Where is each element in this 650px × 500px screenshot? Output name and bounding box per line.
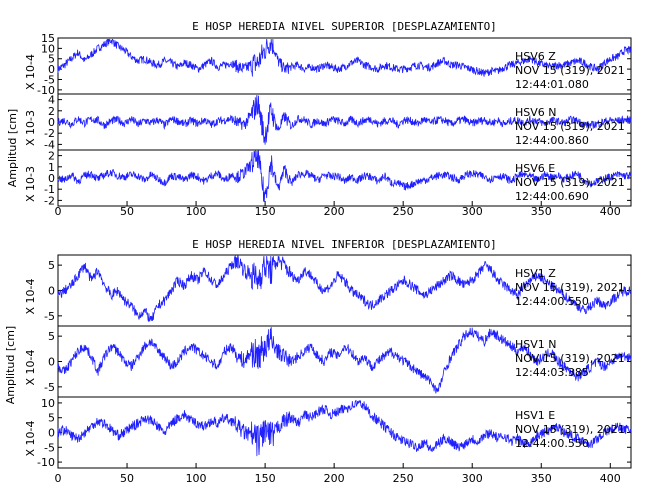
y-tick-label: -5 [44, 73, 55, 86]
x-tick-label: 100 [186, 472, 207, 485]
date-label: NOV 15 (319), 2021 [515, 64, 625, 77]
trace-line [57, 399, 632, 457]
station-label: HSV6 E [515, 162, 555, 175]
chart-nivel-superior: E HOSP HEREDIA NIVEL SUPERIOR [DESPLAZAM… [6, 20, 632, 218]
y-tick-label: -4 [44, 138, 55, 151]
y-tick-label: 5 [48, 259, 55, 272]
y-tick-label: 15 [41, 32, 55, 45]
y-axis-label: Amplitud [cm] [6, 109, 19, 187]
y-axis-label: Amplitud [cm] [4, 326, 17, 404]
y-tick-label: -1 [44, 183, 55, 196]
x-tick-label: 350 [531, 205, 552, 218]
x-tick-label: 150 [255, 205, 276, 218]
x-tick-label: 0 [55, 472, 62, 485]
time-label: 12:44:01.080 [515, 78, 589, 91]
x-tick-label: 200 [324, 205, 345, 218]
y-tick-label: 10 [41, 397, 55, 410]
scale-label: X 10-4 [24, 54, 37, 90]
y-tick-label: 0 [48, 172, 55, 185]
x-tick-label: 50 [120, 205, 134, 218]
x-tick-label: 250 [393, 205, 414, 218]
y-tick-label: 0 [48, 356, 55, 369]
chart-nivel-inferior: E HOSP HEREDIA NIVEL INFERIOR [DESPLAZAM… [4, 238, 632, 485]
y-tick-label: 5 [48, 412, 55, 425]
x-tick-label: 350 [531, 472, 552, 485]
x-tick-label: 150 [255, 472, 276, 485]
y-tick-label: -5 [44, 381, 55, 394]
x-tick-label: 400 [600, 472, 621, 485]
y-tick-label: -10 [37, 456, 55, 469]
time-label: 12:44:00.690 [515, 190, 589, 203]
date-label: NOV 15 (319), 2021 [515, 423, 625, 436]
time-label: 12:44:00.550 [515, 295, 589, 308]
x-tick-label: 300 [462, 205, 483, 218]
y-tick-label: 2 [48, 150, 55, 163]
y-tick-label: 5 [48, 53, 55, 66]
date-label: NOV 15 (319), 2021 [515, 120, 625, 133]
time-label: 12:44:03.385 [515, 366, 589, 379]
y-tick-label: 0 [48, 116, 55, 129]
x-tick-label: 300 [462, 472, 483, 485]
date-label: NOV 15 (319), 2021 [515, 281, 625, 294]
scale-label: X 10-4 [24, 421, 37, 457]
station-label: HSV6 N [515, 106, 557, 119]
time-label: 12:44:00.860 [515, 134, 589, 147]
x-tick-label: 250 [393, 472, 414, 485]
y-tick-label: 0 [48, 427, 55, 440]
date-label: NOV 15 (319), 2021 [515, 352, 625, 365]
y-tick-label: 0 [48, 285, 55, 298]
x-tick-label: 0 [55, 205, 62, 218]
station-label: HSV1 N [515, 338, 557, 351]
trace-line [57, 254, 632, 323]
y-tick-label: 10 [41, 42, 55, 55]
y-tick-label: 5 [48, 330, 55, 343]
trace-line [57, 150, 632, 202]
trace-line [57, 38, 632, 77]
y-tick-label: 1 [48, 161, 55, 174]
chart-title: E HOSP HEREDIA NIVEL SUPERIOR [DESPLAZAM… [192, 20, 497, 33]
scale-label: X 10-4 [24, 279, 37, 315]
y-tick-label: -10 [37, 84, 55, 97]
y-tick-label: -2 [44, 127, 55, 140]
y-tick-label: -2 [44, 194, 55, 207]
scale-label: X 10-3 [24, 110, 37, 146]
chart-title: E HOSP HEREDIA NIVEL INFERIOR [DESPLAZAM… [192, 238, 497, 251]
trace-line [57, 94, 632, 145]
scale-label: X 10-3 [24, 166, 37, 202]
x-tick-label: 100 [186, 205, 207, 218]
scale-label: X 10-4 [24, 350, 37, 386]
station-label: HSV6 Z [515, 50, 556, 63]
x-tick-label: 200 [324, 472, 345, 485]
station-label: HSV1 E [515, 409, 555, 422]
y-tick-label: 4 [48, 94, 55, 107]
date-label: NOV 15 (319), 2021 [515, 176, 625, 189]
x-tick-label: 50 [120, 472, 134, 485]
y-tick-label: -5 [44, 310, 55, 323]
time-label: 12:44:00.550 [515, 437, 589, 450]
y-tick-label: 0 [48, 63, 55, 76]
station-label: HSV1 Z [515, 267, 556, 280]
y-tick-label: 2 [48, 105, 55, 118]
y-tick-label: -5 [44, 441, 55, 454]
trace-line [57, 327, 632, 394]
x-tick-label: 400 [600, 205, 621, 218]
